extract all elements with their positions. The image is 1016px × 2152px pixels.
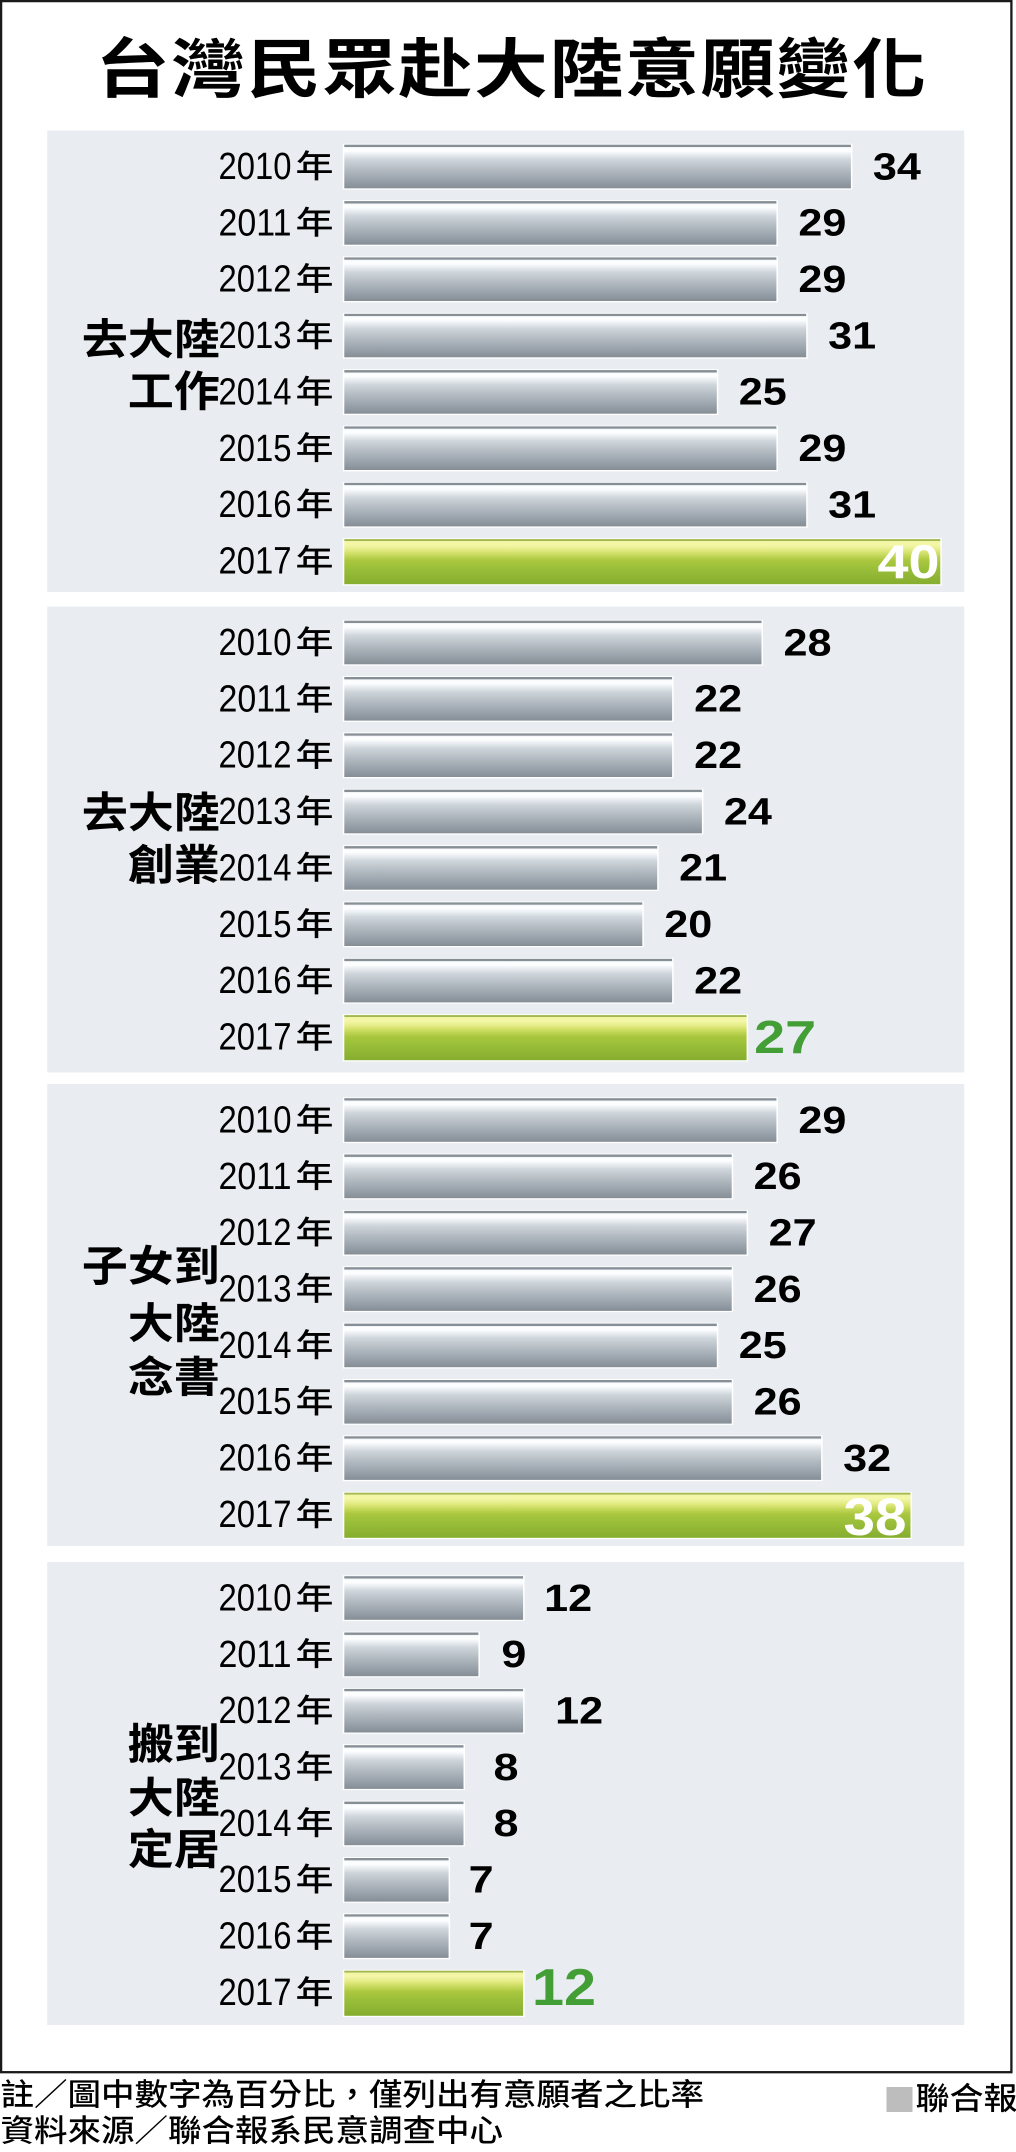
svg-text:40: 40 bbox=[878, 535, 940, 588]
svg-text:2016: 2016 bbox=[219, 960, 292, 1002]
svg-text:32: 32 bbox=[843, 1438, 891, 1480]
svg-text:2013: 2013 bbox=[219, 1747, 292, 1789]
svg-text:2016: 2016 bbox=[219, 484, 292, 526]
svg-text:2011: 2011 bbox=[219, 678, 292, 720]
svg-text:21: 21 bbox=[679, 848, 727, 890]
svg-text:22: 22 bbox=[694, 735, 742, 777]
svg-text:2015: 2015 bbox=[219, 428, 292, 470]
svg-text:2017: 2017 bbox=[219, 1017, 292, 1059]
svg-text:2016: 2016 bbox=[219, 1916, 292, 1958]
svg-text:26: 26 bbox=[754, 1156, 802, 1198]
svg-text:20: 20 bbox=[664, 904, 712, 946]
svg-text:22: 22 bbox=[694, 679, 742, 721]
svg-text:2014: 2014 bbox=[219, 371, 292, 413]
svg-text:25: 25 bbox=[739, 372, 787, 414]
svg-text:12: 12 bbox=[532, 1958, 596, 2016]
svg-text:22: 22 bbox=[694, 960, 742, 1002]
svg-text:7: 7 bbox=[469, 1860, 494, 1902]
svg-text:12: 12 bbox=[555, 1691, 603, 1733]
svg-text:31: 31 bbox=[828, 484, 876, 526]
svg-text:27: 27 bbox=[769, 1213, 817, 1255]
svg-text:2011: 2011 bbox=[219, 1634, 292, 1676]
svg-text:2017: 2017 bbox=[219, 541, 292, 583]
svg-text:38: 38 bbox=[844, 1488, 907, 1547]
svg-text:2017: 2017 bbox=[219, 1972, 292, 2014]
svg-text:2010: 2010 bbox=[219, 1578, 292, 1620]
svg-text:2010: 2010 bbox=[219, 146, 292, 188]
svg-text:2015: 2015 bbox=[219, 1381, 292, 1423]
svg-text:29: 29 bbox=[798, 259, 846, 301]
svg-text:2016: 2016 bbox=[219, 1438, 292, 1480]
svg-text:27: 27 bbox=[754, 1011, 816, 1063]
svg-text:2014: 2014 bbox=[219, 847, 292, 889]
svg-text:2015: 2015 bbox=[219, 1859, 292, 1901]
svg-text:29: 29 bbox=[798, 428, 846, 470]
svg-text:2013: 2013 bbox=[219, 791, 292, 833]
svg-text:2010: 2010 bbox=[219, 622, 292, 664]
svg-text:26: 26 bbox=[754, 1382, 802, 1424]
svg-text:2013: 2013 bbox=[219, 1269, 292, 1311]
svg-text:2014: 2014 bbox=[219, 1803, 292, 1845]
svg-text:9: 9 bbox=[501, 1634, 526, 1676]
svg-text:7: 7 bbox=[469, 1916, 494, 1958]
svg-text:2013: 2013 bbox=[219, 315, 292, 357]
svg-text:2011: 2011 bbox=[219, 202, 292, 244]
svg-text:2012: 2012 bbox=[219, 1212, 292, 1254]
svg-text:2014: 2014 bbox=[219, 1325, 292, 1367]
svg-text:2012: 2012 bbox=[219, 259, 292, 301]
svg-text:2012: 2012 bbox=[219, 735, 292, 777]
svg-text:8: 8 bbox=[494, 1747, 519, 1789]
svg-text:2010: 2010 bbox=[219, 1100, 292, 1142]
svg-text:8: 8 bbox=[494, 1803, 519, 1845]
svg-text:12: 12 bbox=[544, 1578, 592, 1620]
svg-text:2011: 2011 bbox=[219, 1156, 292, 1198]
svg-text:29: 29 bbox=[798, 1100, 846, 1142]
svg-text:2015: 2015 bbox=[219, 904, 292, 946]
svg-text:2012: 2012 bbox=[219, 1690, 292, 1732]
svg-text:25: 25 bbox=[739, 1325, 787, 1367]
svg-text:24: 24 bbox=[724, 791, 772, 833]
svg-text:31: 31 bbox=[828, 315, 876, 357]
svg-text:2017: 2017 bbox=[219, 1494, 292, 1536]
svg-text:26: 26 bbox=[754, 1269, 802, 1311]
svg-text:29: 29 bbox=[798, 203, 846, 245]
svg-text:34: 34 bbox=[873, 146, 921, 188]
svg-text:28: 28 bbox=[784, 622, 832, 664]
